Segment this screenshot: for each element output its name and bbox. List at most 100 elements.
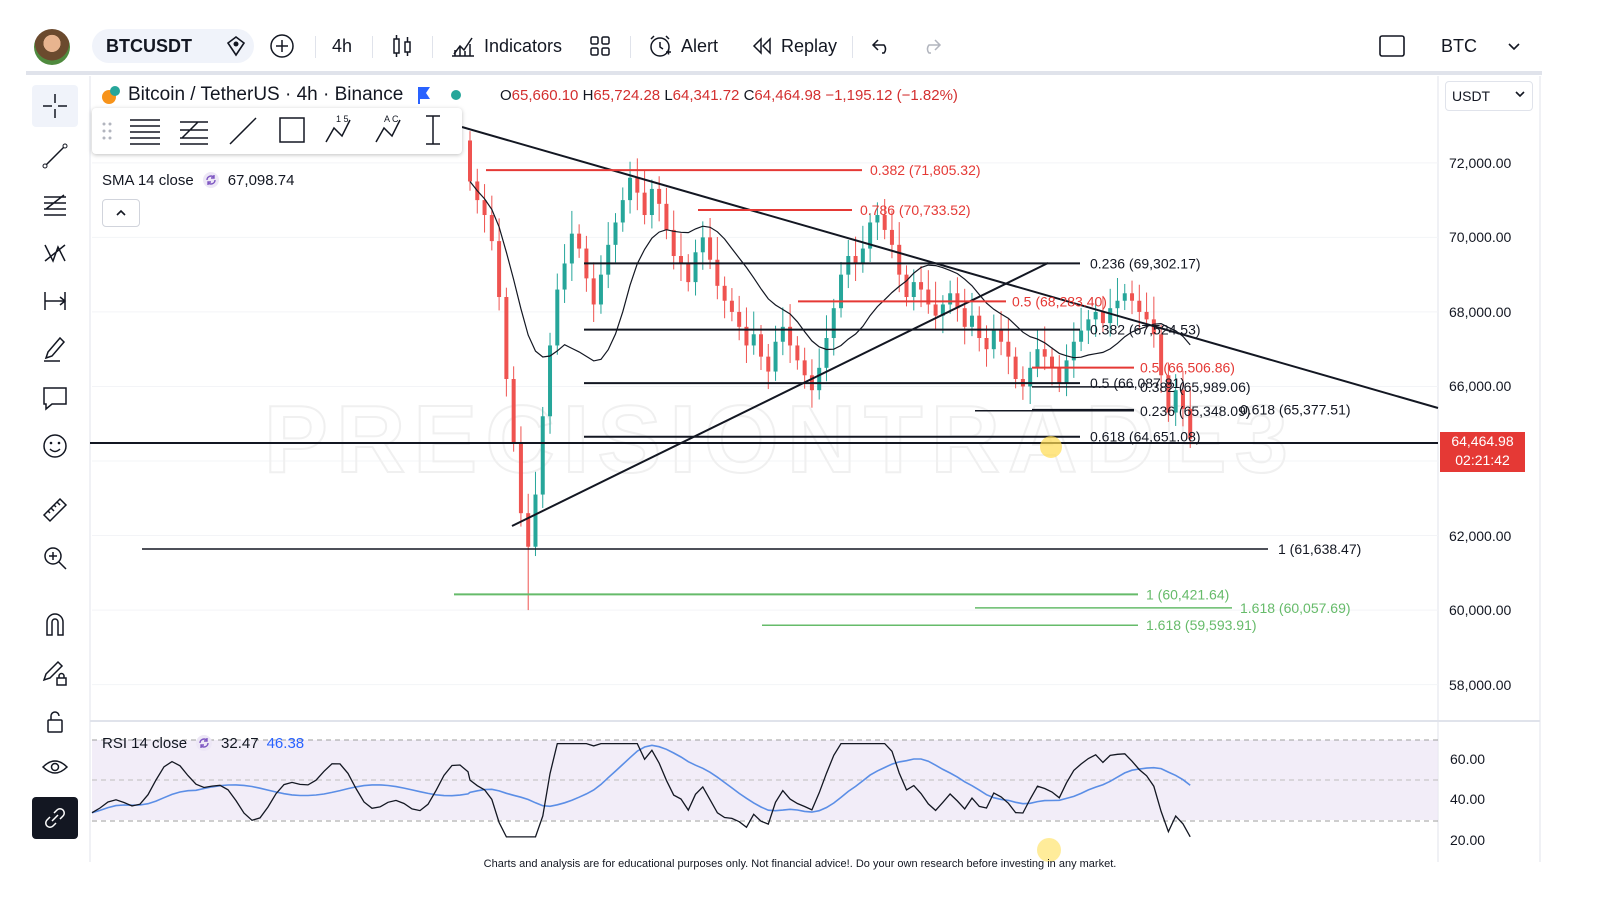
candle-body <box>875 215 880 223</box>
price-tick-label: 70,000.00 <box>1449 229 1512 246</box>
add-symbol-icon[interactable] <box>269 28 295 64</box>
sma-label: SMA 14 close <box>102 171 194 189</box>
price-tick-label: 66,000.00 <box>1449 378 1512 395</box>
smiley-icon[interactable] <box>32 425 78 467</box>
candle-body <box>962 308 967 327</box>
compare-symbol-icon[interactable] <box>224 28 248 64</box>
symbol-label[interactable]: BTCUSDT <box>106 36 192 56</box>
interval-button[interactable]: 4h <box>332 35 353 56</box>
trend-line-icon[interactable] <box>32 135 78 177</box>
chart-legend[interactable]: Bitcoin / TetherUS · 4h · Binance <box>100 84 462 106</box>
currency-label[interactable]: BTC <box>1441 35 1477 56</box>
lock-pencil-icon[interactable] <box>32 652 78 694</box>
candle-body <box>853 256 858 264</box>
text-note-icon[interactable] <box>32 377 78 419</box>
candle-body <box>1137 300 1142 312</box>
top-toolbar: BTCUSDT 4h Indicators Alert Replay BTC <box>0 0 1600 72</box>
layouts-icon[interactable] <box>588 28 612 64</box>
descending-trend-line <box>461 126 1439 409</box>
undo-icon[interactable] <box>870 28 894 64</box>
candle-body <box>562 263 567 290</box>
rsi-tick-label: 20.00 <box>1450 832 1486 848</box>
candle-body <box>1166 375 1171 413</box>
fib-level-label: 1.618 (59,593.91) <box>1146 617 1257 633</box>
refresh-icon[interactable] <box>195 734 213 752</box>
link-icon[interactable] <box>32 797 78 839</box>
replay-button[interactable]: Replay <box>751 28 837 64</box>
candles-icon[interactable] <box>390 28 414 64</box>
fib-level-label: 1.618 (60,057.69) <box>1240 600 1351 616</box>
candle-body <box>788 326 793 346</box>
candle-body <box>1028 367 1033 387</box>
eye-icon[interactable] <box>32 747 78 789</box>
fib-level-label: 0.236 (65,348.09) <box>1140 403 1251 419</box>
candle-body <box>642 192 647 216</box>
candle-body <box>1108 308 1113 324</box>
alert-button[interactable]: Alert <box>647 28 718 64</box>
candle-body <box>504 297 509 380</box>
candle-body <box>1159 334 1164 376</box>
rsi-legend[interactable]: RSI 14 close 32.47 46.38 <box>102 734 304 752</box>
sma-legend[interactable]: SMA 14 close 67,098.74 <box>102 171 294 189</box>
ruler-icon[interactable] <box>32 489 78 531</box>
separator <box>315 36 316 58</box>
candle-body <box>635 177 640 193</box>
current-price-value: 64,464.98 <box>1451 433 1514 449</box>
candle-body <box>555 289 560 346</box>
lock-icon[interactable] <box>32 700 78 742</box>
collapse-legend-button[interactable] <box>102 199 140 227</box>
candle-body <box>773 341 778 372</box>
candle-body <box>628 177 633 201</box>
candle-body <box>729 300 734 312</box>
user-avatar[interactable] <box>34 29 70 65</box>
indicators-button[interactable]: Indicators <box>450 28 562 64</box>
candle-body <box>1180 390 1185 409</box>
fib-tool-icon <box>180 121 208 145</box>
wave-tool-icon <box>325 119 351 143</box>
candle-body <box>715 259 720 286</box>
candle-body <box>1130 293 1135 301</box>
rsi-ma-line <box>91 744 1191 814</box>
candle-body <box>526 513 531 547</box>
rsi-tick-label: 60.00 <box>1450 750 1486 767</box>
sma-line <box>469 181 1191 362</box>
pattern-icon[interactable] <box>32 231 78 273</box>
bitcoin-logo-icon <box>100 84 122 106</box>
ohlc-values: O65,660.10 H65,724.28 L64,341.72 C64,464… <box>500 87 958 104</box>
candle-body <box>598 274 603 305</box>
fib-retracement-icon[interactable] <box>32 183 78 225</box>
candle-body <box>1122 293 1127 301</box>
refresh-icon[interactable] <box>202 171 220 189</box>
crosshair-icon[interactable] <box>32 85 78 127</box>
candle-body <box>831 308 836 339</box>
candle-body <box>824 338 829 368</box>
measure-range-icon[interactable] <box>32 280 78 322</box>
chevron-up-icon <box>116 209 126 216</box>
candle-body <box>889 229 894 245</box>
brush-icon[interactable] <box>32 328 78 370</box>
indicators-label: Indicators <box>484 35 563 56</box>
scale-currency-select[interactable]: USDT <box>1445 81 1533 111</box>
redo-icon[interactable] <box>919 28 943 64</box>
candle-body <box>1100 311 1105 324</box>
candle-body <box>1079 330 1084 342</box>
fib-level-label: 0.618 (64,651.08) <box>1090 429 1201 445</box>
fib-level-label: 0.5 (66,506.86) <box>1140 360 1235 376</box>
sma-value: 67,098.74 <box>227 171 295 189</box>
text-cursor-icon <box>426 115 440 145</box>
flag-icon[interactable] <box>415 85 433 105</box>
candle-body <box>1086 319 1091 331</box>
magnet-icon[interactable] <box>32 603 78 645</box>
candle-body <box>1173 390 1178 413</box>
candle-body <box>1035 349 1040 368</box>
price-highlight-marker <box>1040 436 1062 458</box>
candle-countdown: 02:21:42 <box>1455 452 1510 468</box>
zoom-in-icon[interactable] <box>32 537 78 579</box>
symbol-title: Bitcoin / TetherUS · 4h · Binance <box>128 84 404 105</box>
candle-body <box>940 304 945 316</box>
candle-body <box>1050 356 1054 368</box>
chevron-down-icon[interactable] <box>1506 28 1522 64</box>
symbol-search-box[interactable] <box>92 29 254 63</box>
fullscreen-icon[interactable] <box>1378 28 1406 64</box>
